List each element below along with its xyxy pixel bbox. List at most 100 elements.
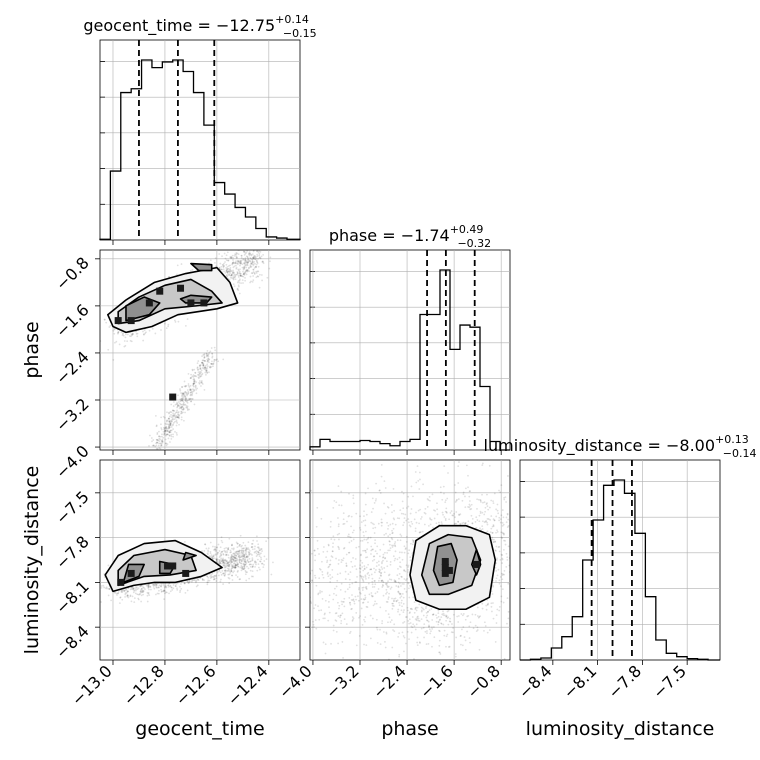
sample-point bbox=[257, 257, 260, 260]
sample-point bbox=[438, 651, 440, 654]
sample-point bbox=[147, 588, 150, 591]
sample-point bbox=[200, 385, 202, 387]
sample-point bbox=[242, 551, 245, 554]
sample-point bbox=[258, 256, 261, 259]
sample-point bbox=[215, 546, 218, 549]
sample-point bbox=[133, 597, 136, 600]
sample-point bbox=[220, 553, 223, 556]
sample-point bbox=[222, 572, 225, 575]
sample-point bbox=[98, 588, 100, 590]
sample-point bbox=[234, 566, 237, 569]
sample-point bbox=[425, 616, 428, 619]
sample-point bbox=[213, 360, 216, 363]
sample-point bbox=[168, 427, 170, 430]
sample-point bbox=[235, 255, 238, 258]
sample-point bbox=[255, 259, 258, 262]
sample-point bbox=[147, 591, 150, 594]
sample-point bbox=[251, 558, 254, 561]
sample-point bbox=[112, 359, 115, 361]
contour-level bbox=[182, 551, 197, 561]
sample-point bbox=[244, 276, 246, 279]
sample-point bbox=[207, 581, 209, 584]
sample-point bbox=[270, 573, 273, 576]
sample-point bbox=[250, 280, 252, 283]
sample-point bbox=[247, 253, 250, 256]
sample-point bbox=[393, 580, 396, 583]
sample-point bbox=[233, 265, 236, 268]
sample-point bbox=[254, 265, 257, 268]
sample-point bbox=[130, 588, 133, 590]
sample-point bbox=[223, 565, 226, 568]
sample-point bbox=[258, 549, 261, 552]
sample-point bbox=[213, 554, 215, 557]
sample-point bbox=[142, 586, 145, 589]
sample-point bbox=[227, 569, 229, 572]
sample-point bbox=[203, 352, 206, 355]
sample-point bbox=[236, 558, 239, 561]
sample-point bbox=[429, 518, 432, 521]
sample-point bbox=[226, 268, 229, 270]
sample-point bbox=[351, 607, 353, 610]
sample-point bbox=[233, 285, 236, 288]
sample-point bbox=[436, 616, 438, 619]
sample-point bbox=[246, 555, 248, 557]
sample-point bbox=[201, 550, 203, 552]
sample-point bbox=[121, 589, 124, 592]
sample-point bbox=[189, 377, 192, 380]
sample-point bbox=[412, 623, 415, 626]
sample-point bbox=[192, 382, 195, 385]
sample-point bbox=[244, 560, 247, 563]
sample-point bbox=[207, 547, 210, 550]
sample-point bbox=[180, 416, 183, 419]
sample-point bbox=[498, 609, 501, 612]
sample-point bbox=[162, 590, 165, 593]
sample-point bbox=[245, 562, 248, 565]
sample-point bbox=[169, 422, 172, 425]
sample-point bbox=[250, 253, 252, 256]
sample-point bbox=[185, 384, 188, 387]
sample-point bbox=[246, 548, 249, 551]
sample-point bbox=[518, 588, 520, 590]
sample-point bbox=[147, 592, 150, 595]
sample-point bbox=[262, 253, 265, 256]
sample-point bbox=[243, 553, 245, 556]
sample-point bbox=[491, 610, 493, 613]
sample-point bbox=[397, 567, 399, 570]
sample-point bbox=[167, 426, 170, 429]
sample-point bbox=[238, 261, 241, 263]
sample-point bbox=[162, 436, 165, 439]
sample-point bbox=[229, 257, 232, 259]
density-geocent_time-luminosity_distance bbox=[98, 459, 301, 661]
sample-point bbox=[214, 548, 217, 551]
sample-point bbox=[245, 579, 248, 582]
sample-point bbox=[217, 562, 220, 564]
sample-point bbox=[124, 344, 127, 347]
sample-point bbox=[204, 371, 207, 374]
sample-point bbox=[161, 590, 163, 593]
sample-point bbox=[229, 269, 232, 272]
sample-point bbox=[163, 428, 165, 431]
sample-point bbox=[176, 416, 178, 419]
sample-point bbox=[225, 553, 228, 556]
sample-point bbox=[233, 566, 236, 568]
sample-point bbox=[490, 605, 493, 608]
sample-point bbox=[193, 382, 196, 384]
sample-point bbox=[132, 333, 134, 335]
sample-point bbox=[236, 542, 239, 545]
sample-point bbox=[182, 398, 185, 400]
sample-point bbox=[225, 569, 228, 572]
sample-point bbox=[182, 392, 185, 395]
sample-point bbox=[238, 279, 241, 282]
sample-point bbox=[121, 598, 124, 601]
sample-point bbox=[474, 613, 477, 616]
sample-point bbox=[255, 266, 258, 269]
sample-point bbox=[104, 587, 107, 590]
sample-point bbox=[403, 587, 406, 590]
sample-point bbox=[232, 262, 235, 265]
sample-point bbox=[117, 331, 119, 334]
sample-point bbox=[416, 617, 418, 620]
sample-point bbox=[260, 552, 262, 555]
sample-point bbox=[255, 550, 258, 553]
sample-point bbox=[241, 567, 244, 570]
sample-point bbox=[242, 267, 245, 269]
